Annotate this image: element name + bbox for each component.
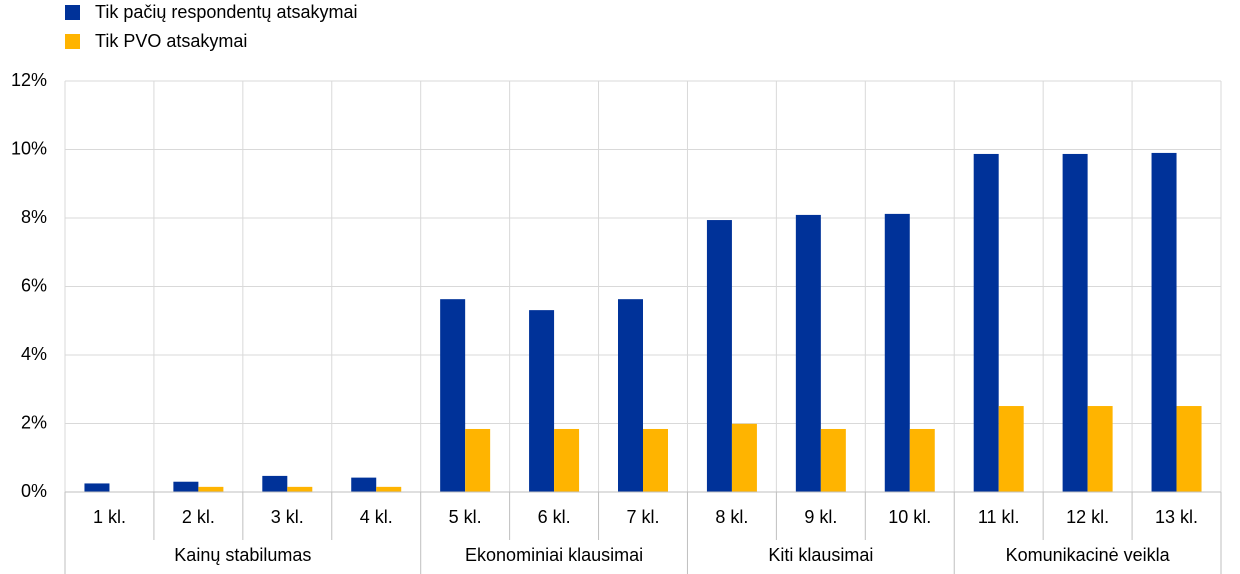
- y-tick-label: 12%: [11, 70, 47, 90]
- x-tick-label: 2 kl.: [182, 507, 215, 527]
- bar: [1087, 406, 1113, 492]
- x-tick-label: 6 kl.: [538, 507, 571, 527]
- y-tick-label: 2%: [21, 412, 47, 432]
- x-tick-label: 8 kl.: [715, 507, 748, 527]
- y-tick-label: 8%: [21, 207, 47, 227]
- x-tick-label: 9 kl.: [804, 507, 837, 527]
- bar: [909, 428, 935, 492]
- x-tick-label: 11 kl.: [978, 507, 1020, 527]
- legend-label: Tik pačių respondentų atsakymai: [95, 2, 357, 22]
- bar: [262, 475, 288, 492]
- bar: [84, 483, 110, 492]
- legend-label: Tik PVO atsakymai: [95, 31, 247, 51]
- y-tick-label: 0%: [21, 481, 47, 501]
- y-tick-label: 6%: [21, 275, 47, 295]
- bar: [1062, 153, 1088, 492]
- bar: [554, 428, 580, 492]
- bar: [884, 213, 910, 492]
- group-label: Ekonominiai klausimai: [465, 545, 643, 565]
- bar: [1151, 152, 1177, 493]
- bar: [173, 481, 199, 492]
- bar: [973, 153, 999, 492]
- group-label: Kiti klausimai: [768, 545, 873, 565]
- legend-swatch: [65, 5, 80, 20]
- x-tick-label: 13 kl.: [1155, 507, 1198, 527]
- bar: [731, 423, 757, 492]
- x-tick-label: 5 kl.: [449, 507, 482, 527]
- bar: [287, 486, 313, 492]
- legend-swatch: [65, 34, 80, 49]
- x-tick-label: 1 kl.: [93, 507, 126, 527]
- bar: [440, 299, 466, 492]
- x-tick-label: 7 kl.: [626, 507, 659, 527]
- bar: [820, 428, 846, 492]
- bar: [529, 310, 555, 492]
- bar: [198, 486, 224, 492]
- group-label: Komunikacinė veikla: [1006, 545, 1171, 565]
- x-tick-label: 10 kl.: [888, 507, 931, 527]
- x-tick-label: 4 kl.: [360, 507, 393, 527]
- bar: [795, 214, 821, 493]
- bar: [465, 428, 491, 492]
- bar: [618, 299, 643, 492]
- group-label: Kainų stabilumas: [174, 545, 311, 565]
- x-tick-label: 3 kl.: [271, 507, 304, 527]
- bar: [998, 406, 1024, 492]
- bar: [351, 477, 377, 492]
- x-tick-label: 12 kl.: [1066, 507, 1109, 527]
- y-tick-label: 4%: [21, 344, 47, 364]
- bar: [1176, 406, 1202, 492]
- bar: [643, 428, 668, 492]
- y-tick-label: 10%: [11, 138, 47, 158]
- bar: [376, 486, 402, 492]
- bar: [706, 220, 732, 492]
